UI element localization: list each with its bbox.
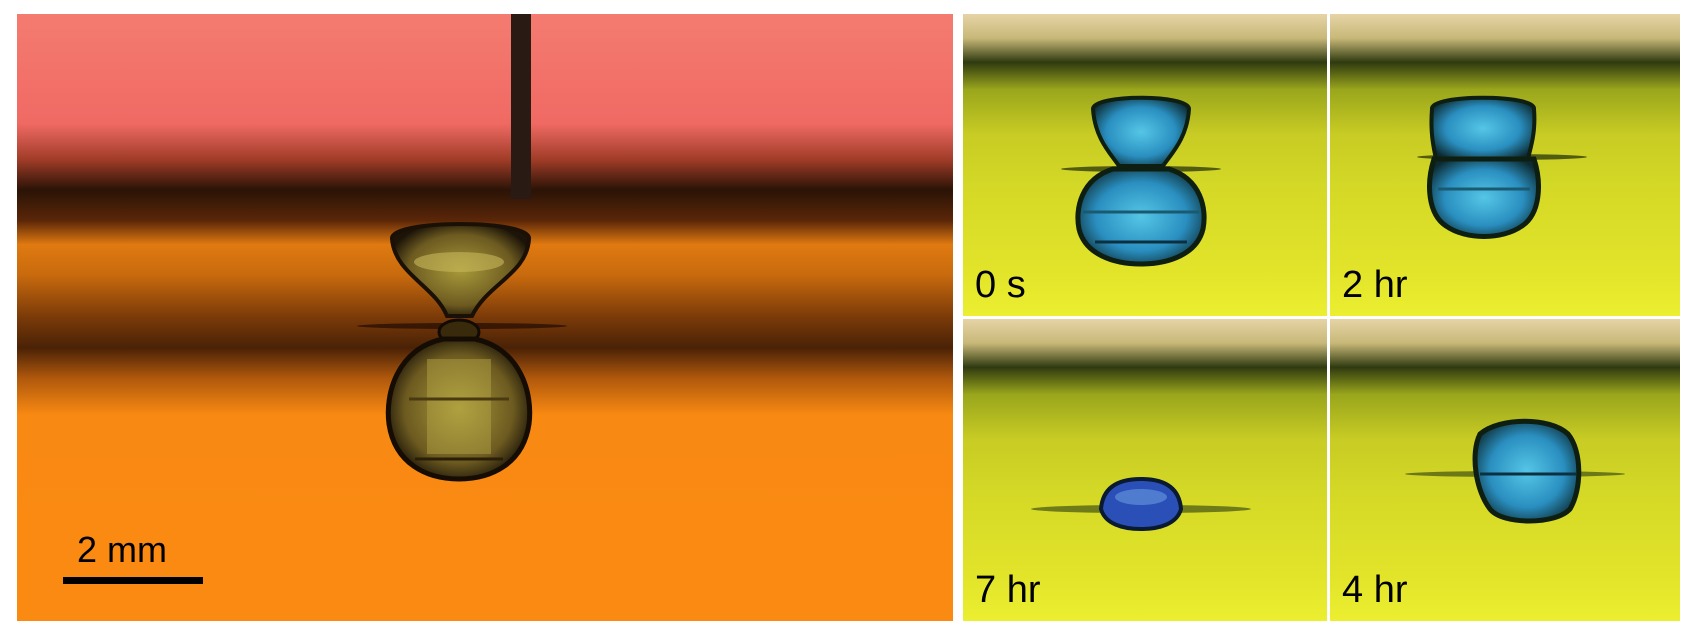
time-panel-2hr-image [1330, 14, 1680, 316]
time-panel-2hr: 2 hr [1330, 14, 1680, 316]
scale-bar [63, 577, 203, 584]
main-droplet-photo: 2 mm [17, 14, 953, 621]
time-panel-0s-image [963, 14, 1327, 316]
time-panel-7hr-image [963, 319, 1327, 621]
time-label: 7 hr [975, 569, 1041, 611]
main-photo-image [17, 14, 953, 621]
lower-droplet [385, 336, 533, 482]
time-label: 4 hr [1342, 569, 1408, 611]
needle [511, 14, 531, 199]
time-label: 2 hr [1342, 264, 1408, 306]
time-panel-4hr-image [1330, 319, 1680, 621]
time-label: 0 s [975, 264, 1026, 306]
time-panel-7hr: 7 hr [963, 319, 1327, 621]
time-panel-4hr: 4 hr [1330, 319, 1680, 621]
time-panel-0s: 0 s [963, 14, 1327, 316]
scale-bar-label: 2 mm [77, 529, 167, 570]
